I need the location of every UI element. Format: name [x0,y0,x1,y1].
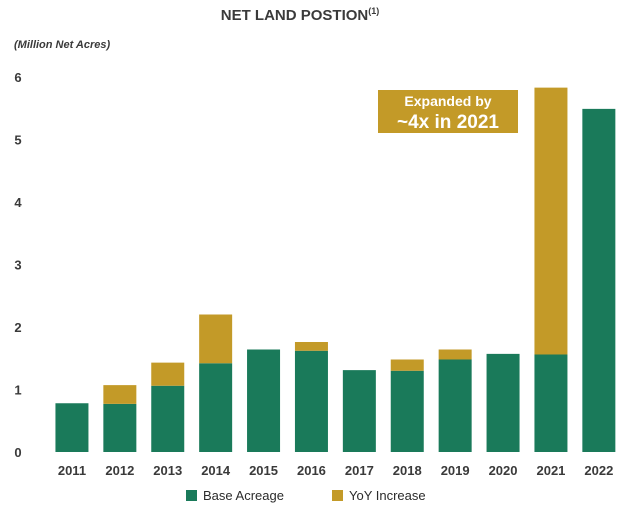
bar-yoy-increase [294,342,328,351]
legend-swatch-yoy-increase [332,490,343,501]
bars-group [55,87,616,452]
chart-title-superscript: (1) [368,6,379,16]
y-tick-label: 2 [14,320,21,335]
bar-yoy-increase [390,359,424,371]
callout-box [378,90,518,133]
x-tick-label: 2016 [297,463,326,478]
bar-base-acreage [103,403,137,452]
bar-base-acreage [247,349,281,452]
callout-annotation: Expanded by ~4x in 2021 [378,90,518,133]
x-tick-label: 2015 [249,463,278,478]
x-tick-label: 2021 [536,463,565,478]
bar-yoy-increase [151,362,185,386]
x-tick-label: 2012 [105,463,134,478]
y-tick-label: 1 [14,383,21,398]
x-tick-label: 2013 [153,463,182,478]
x-tick-label: 2011 [58,463,86,478]
bar-base-acreage [438,359,472,452]
bar-base-acreage [534,354,568,452]
x-tick-label: 2014 [201,463,231,478]
legend: Base Acreage YoY Increase [186,488,426,503]
y-axis-ticks: 0 1 2 3 4 5 6 [14,70,22,460]
y-tick-label: 5 [14,133,21,148]
bar-base-acreage [486,353,520,452]
x-tick-label: 2018 [393,463,422,478]
chart-title: NET LAND POSTION(1) [221,6,380,24]
callout-line-1: Expanded by [404,93,491,109]
x-tick-label: 2017 [345,463,374,478]
y-axis-unit-label: (Million Net Acres) [14,39,110,51]
bar-yoy-increase [199,314,233,364]
y-tick-label: 3 [14,258,21,273]
legend-label-base-acreage: Base Acreage [203,488,284,503]
x-tick-label: 2022 [584,463,613,478]
y-tick-label: 0 [14,445,21,460]
callout-line-2: ~4x in 2021 [397,112,499,133]
bar-base-acreage [390,370,424,452]
y-tick-label: 4 [14,195,22,210]
legend-label-yoy-increase: YoY Increase [349,488,426,503]
x-tick-label: 2019 [441,463,470,478]
bar-base-acreage [55,403,89,452]
bar-yoy-increase [438,349,472,360]
bar-base-acreage [151,385,185,452]
legend-swatch-base-acreage [186,490,197,501]
bar-base-acreage [342,370,376,452]
chart-title-text: NET LAND POSTION [221,7,369,24]
y-tick-label: 6 [14,70,21,85]
bar-base-acreage [582,108,616,452]
bar-base-acreage [294,350,328,452]
bar-base-acreage [199,363,233,452]
bar-yoy-increase [534,87,568,355]
x-tick-label: 2020 [489,463,518,478]
x-axis-ticks: 2011 2012 2013 2014 2015 2016 2017 2018 2019 2020… [58,463,613,478]
bar-yoy-increase [103,385,137,404]
